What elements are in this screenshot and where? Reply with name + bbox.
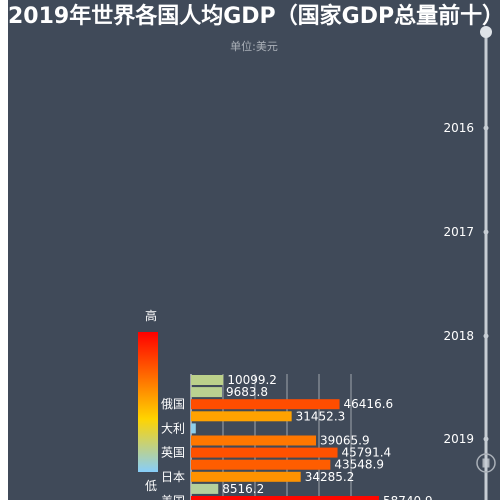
category-label-layer: 俄国大利英国日本美国	[161, 397, 185, 500]
chart-title: 2019年世界各国人均GDP（国家GDP总量前十）	[8, 4, 500, 29]
timeline[interactable]: 2016 2017 2018 2019	[443, 26, 496, 500]
pause-icon[interactable]	[476, 453, 496, 473]
category-label: 俄国	[161, 397, 185, 411]
category-label: 英国	[161, 446, 185, 460]
category-label: 大利	[161, 421, 185, 435]
category-label: 美国	[161, 494, 185, 500]
bar[interactable]	[191, 387, 222, 398]
bar[interactable]	[191, 435, 317, 446]
bar[interactable]	[191, 411, 292, 422]
bar[interactable]	[191, 459, 331, 470]
bar-value-label: 39065.9	[320, 434, 370, 448]
timeline-tick[interactable]	[483, 436, 489, 442]
bar-value-label: 43548.9	[334, 458, 384, 472]
visual-map-low-label: 低	[145, 479, 157, 493]
bar-value-label: 34285.2	[305, 470, 355, 484]
bar-value-label: 31452.3	[296, 409, 346, 423]
bar[interactable]	[191, 471, 301, 482]
visual-map[interactable]: 高 低	[138, 308, 158, 493]
visual-map-high-label: 高	[145, 308, 157, 323]
timeline-tick[interactable]	[483, 125, 489, 131]
bar-value-label: 45791.4	[342, 446, 392, 460]
bar-value-label: 10099.2	[227, 373, 277, 387]
timeline-handle[interactable]	[480, 26, 492, 38]
timeline-year-label[interactable]: 2016	[443, 121, 474, 135]
bar[interactable]	[191, 423, 196, 434]
bar[interactable]	[191, 483, 219, 494]
timeline-year-layer: 2016 2017 2018 2019	[443, 121, 489, 446]
timeline-tick[interactable]	[483, 229, 489, 235]
bar-value-label: 58740.9	[383, 494, 433, 500]
bar-value-label: 8516.2	[222, 482, 264, 496]
bar-value-label: 46416.6	[344, 397, 394, 411]
bar[interactable]	[191, 399, 340, 410]
timeline-year-label[interactable]: 2018	[443, 329, 474, 343]
chart-subtitle: 单位:美元	[230, 40, 278, 53]
bar[interactable]	[191, 447, 338, 458]
category-label: 日本	[161, 470, 185, 484]
chart-stage: 10099.2 9683.8 46416.6 31452.3 39065.9 45791.…	[8, 0, 500, 500]
timeline-tick[interactable]	[483, 333, 489, 339]
bar-value-label: 9683.8	[226, 385, 268, 399]
bar[interactable]	[191, 496, 379, 500]
bar[interactable]	[191, 375, 224, 385]
timeline-year-label[interactable]: 2019	[443, 432, 474, 446]
visual-map-gradient-bar[interactable]	[138, 332, 158, 472]
timeline-year-label[interactable]: 2017	[443, 225, 474, 239]
bar-layer	[191, 375, 379, 500]
